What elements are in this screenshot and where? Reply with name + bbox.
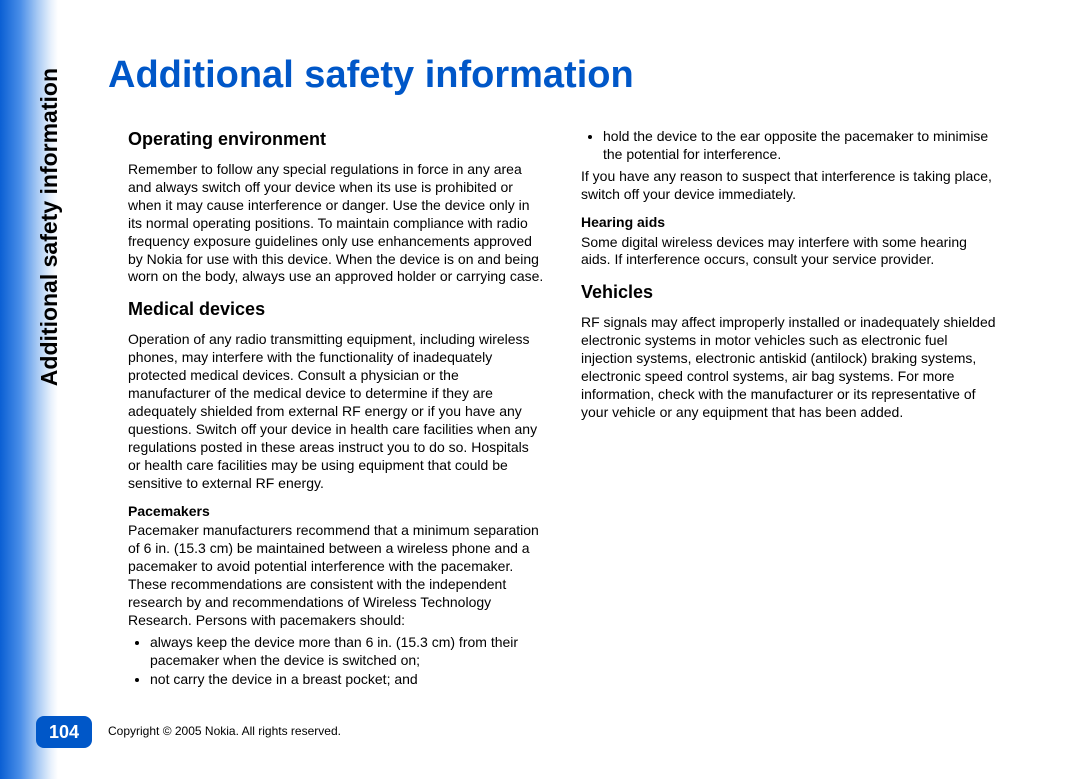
- heading-operating-environment: Operating environment: [128, 128, 545, 151]
- document-page: Additional safety information 104 Additi…: [0, 0, 1080, 779]
- list-item: always keep the device more than 6 in. (…: [150, 634, 545, 670]
- subheading-pacemakers: Pacemakers: [128, 503, 545, 521]
- paragraph-pacemakers-2: If you have any reason to suspect that i…: [581, 168, 998, 204]
- paragraph-hearing: Some digital wireless devices may interf…: [581, 234, 998, 270]
- list-item: hold the device to the ear opposite the …: [603, 128, 998, 164]
- subheading-hearing-aids: Hearing aids: [581, 214, 998, 232]
- paragraph-pacemakers-1: Pacemaker manufacturers recommend that a…: [128, 522, 545, 629]
- side-tab-label: Additional safety information: [36, 68, 63, 386]
- list-item: not carry the device in a breast pocket;…: [150, 671, 545, 689]
- paragraph-operating-env: Remember to follow any special regulatio…: [128, 161, 545, 286]
- paragraph-medical: Operation of any radio transmitting equi…: [128, 331, 545, 492]
- heading-medical-devices: Medical devices: [128, 298, 545, 321]
- heading-vehicles: Vehicles: [581, 281, 998, 304]
- page-title: Additional safety information: [108, 54, 634, 97]
- body-content: Operating environment Remember to follow…: [128, 128, 998, 706]
- footer-copyright: Copyright © 2005 Nokia. All rights reser…: [108, 724, 341, 738]
- page-number: 104: [36, 716, 92, 748]
- paragraph-vehicles: RF signals may affect improperly install…: [581, 314, 998, 421]
